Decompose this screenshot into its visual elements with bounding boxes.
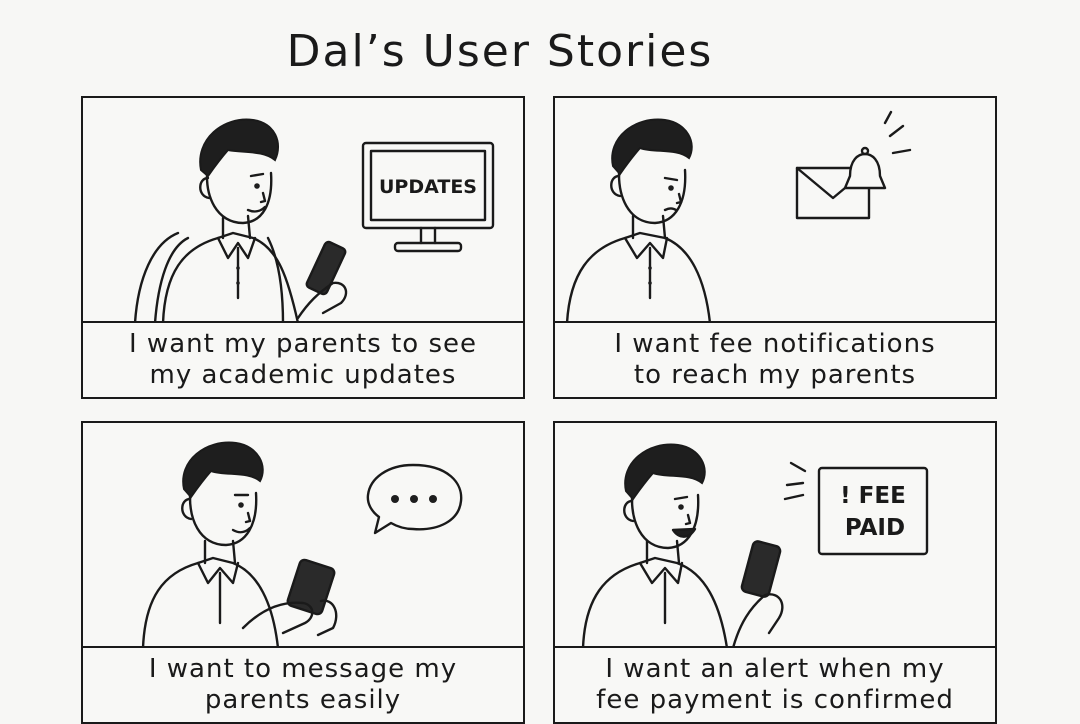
story-panel-2: I want fee notifications to reach my par… <box>553 96 997 399</box>
panel-illustration: ! FEE PAID <box>555 423 995 648</box>
caption-line: to reach my parents <box>633 360 917 390</box>
caption-line: I want an alert when my <box>605 654 945 684</box>
story-panel-1: UPDATES I want my parents to see my acad… <box>81 96 525 399</box>
panel-illustration <box>83 423 523 648</box>
panel-caption: I want fee notifications to reach my par… <box>555 321 995 397</box>
panel-caption: I want an alert when my fee payment is c… <box>555 646 995 722</box>
speech-bubble-icon <box>366 463 463 535</box>
story-panel-3: I want to message my parents easily <box>81 421 525 724</box>
caption-line: I want my parents to see <box>129 329 477 359</box>
panel-caption: I want my parents to see my academic upd… <box>83 321 523 397</box>
alert-sign-line: ! FEE <box>840 483 906 509</box>
panel-illustration <box>555 98 995 323</box>
computer-monitor-icon: UPDATES <box>361 141 495 253</box>
caption-line: I want to message my <box>148 654 458 684</box>
alert-sign-line: PAID <box>845 515 905 541</box>
panel-illustration: UPDATES <box>83 98 523 323</box>
caption-line: parents easily <box>204 685 402 715</box>
caption-line: fee payment is confirmed <box>596 685 954 715</box>
smartphone-icon <box>305 240 347 296</box>
story-panel-4: ! FEE PAID I want an alert when my fee p… <box>553 421 997 724</box>
envelope-bell-icon <box>795 110 912 220</box>
smartphone-icon <box>740 540 782 598</box>
alert-sign-icon: ! FEE PAID <box>783 461 929 556</box>
monitor-label: UPDATES <box>379 176 477 198</box>
caption-line: I want fee notifications <box>614 329 936 359</box>
caption-line: my academic updates <box>149 360 457 390</box>
page-title: Dal’s User Stories <box>286 26 714 77</box>
panel-caption: I want to message my parents easily <box>83 646 523 722</box>
